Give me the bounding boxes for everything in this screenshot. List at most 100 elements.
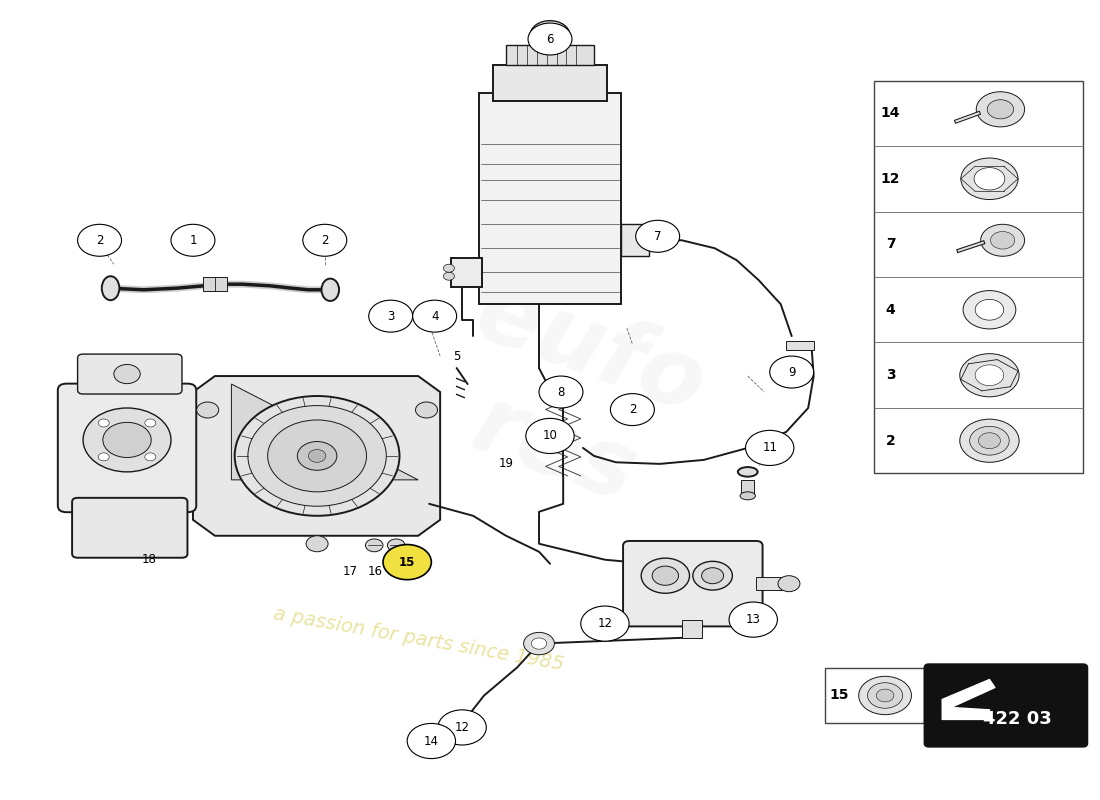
Text: 14: 14 (424, 734, 439, 747)
Circle shape (652, 566, 679, 586)
Circle shape (961, 158, 1018, 199)
Circle shape (387, 539, 405, 552)
Text: 19: 19 (498, 458, 514, 470)
Text: 14: 14 (881, 106, 900, 120)
Text: eufo
res: eufo res (427, 266, 717, 534)
Circle shape (641, 558, 690, 594)
Bar (202, 277, 227, 291)
Text: 2: 2 (321, 234, 329, 246)
Text: 10: 10 (542, 430, 558, 442)
Circle shape (702, 568, 724, 584)
Bar (756, 578, 789, 590)
Text: 11: 11 (762, 442, 778, 454)
Text: 12: 12 (597, 617, 613, 630)
Text: 4: 4 (886, 302, 895, 317)
Circle shape (526, 418, 574, 454)
Circle shape (407, 723, 455, 758)
Text: 5: 5 (453, 350, 460, 362)
Circle shape (443, 272, 454, 280)
Bar (478, 93, 622, 304)
FancyBboxPatch shape (623, 541, 762, 626)
Text: 15: 15 (399, 556, 416, 569)
Text: 3: 3 (387, 310, 395, 322)
Circle shape (729, 602, 778, 637)
Text: 12: 12 (454, 721, 470, 734)
Bar (493, 65, 607, 101)
Ellipse shape (738, 467, 758, 477)
Polygon shape (231, 384, 418, 480)
Circle shape (877, 689, 894, 702)
Text: 12: 12 (881, 172, 900, 186)
Circle shape (778, 576, 800, 592)
Polygon shape (192, 376, 440, 536)
Circle shape (383, 545, 431, 580)
Text: 17: 17 (342, 566, 358, 578)
Circle shape (531, 638, 547, 649)
Circle shape (170, 224, 214, 256)
Circle shape (197, 402, 219, 418)
Circle shape (308, 450, 326, 462)
Circle shape (693, 562, 733, 590)
Polygon shape (943, 679, 994, 719)
Circle shape (530, 21, 570, 50)
Text: 6: 6 (547, 33, 553, 46)
Circle shape (114, 365, 140, 384)
Circle shape (981, 224, 1024, 256)
Bar (825, 667, 924, 723)
Circle shape (443, 264, 454, 272)
Circle shape (297, 442, 337, 470)
Text: 15: 15 (829, 689, 849, 702)
Ellipse shape (102, 276, 119, 300)
Circle shape (746, 430, 794, 466)
Circle shape (868, 682, 903, 708)
Circle shape (970, 426, 1009, 455)
Circle shape (960, 354, 1019, 397)
Text: 422 03: 422 03 (982, 710, 1052, 729)
Text: 2: 2 (628, 403, 636, 416)
Text: 16: 16 (367, 566, 383, 578)
Bar (506, 45, 594, 65)
Bar (451, 258, 482, 286)
Circle shape (581, 606, 629, 641)
FancyBboxPatch shape (78, 354, 182, 394)
Circle shape (977, 92, 1024, 127)
Text: 1: 1 (189, 234, 197, 246)
Bar (874, 81, 1082, 474)
Text: 7: 7 (653, 230, 661, 242)
Circle shape (84, 408, 170, 472)
Bar (786, 341, 814, 350)
Text: 18: 18 (142, 554, 156, 566)
Circle shape (960, 419, 1019, 462)
Circle shape (979, 433, 1000, 449)
Text: 9: 9 (788, 366, 795, 378)
Text: 13: 13 (746, 613, 761, 626)
Ellipse shape (321, 278, 339, 301)
Text: 4: 4 (431, 310, 439, 322)
Circle shape (248, 406, 386, 506)
FancyBboxPatch shape (925, 664, 1087, 746)
Text: a passion for parts since 1985: a passion for parts since 1985 (272, 605, 564, 674)
Circle shape (964, 290, 1015, 329)
Circle shape (975, 168, 1004, 190)
Circle shape (145, 419, 156, 427)
Circle shape (98, 453, 109, 461)
Bar (621, 224, 649, 256)
Ellipse shape (740, 492, 756, 500)
Circle shape (987, 100, 1013, 119)
Circle shape (78, 224, 121, 256)
FancyBboxPatch shape (73, 498, 187, 558)
Circle shape (990, 231, 1014, 249)
Text: 3: 3 (886, 368, 895, 382)
Circle shape (306, 536, 328, 552)
FancyBboxPatch shape (58, 384, 196, 512)
Circle shape (636, 220, 680, 252)
Circle shape (302, 224, 346, 256)
Circle shape (539, 376, 583, 408)
Circle shape (267, 420, 366, 492)
Text: 8: 8 (558, 386, 564, 398)
Circle shape (234, 396, 399, 516)
Circle shape (438, 710, 486, 745)
Circle shape (103, 422, 151, 458)
Circle shape (770, 356, 814, 388)
Circle shape (539, 27, 561, 43)
